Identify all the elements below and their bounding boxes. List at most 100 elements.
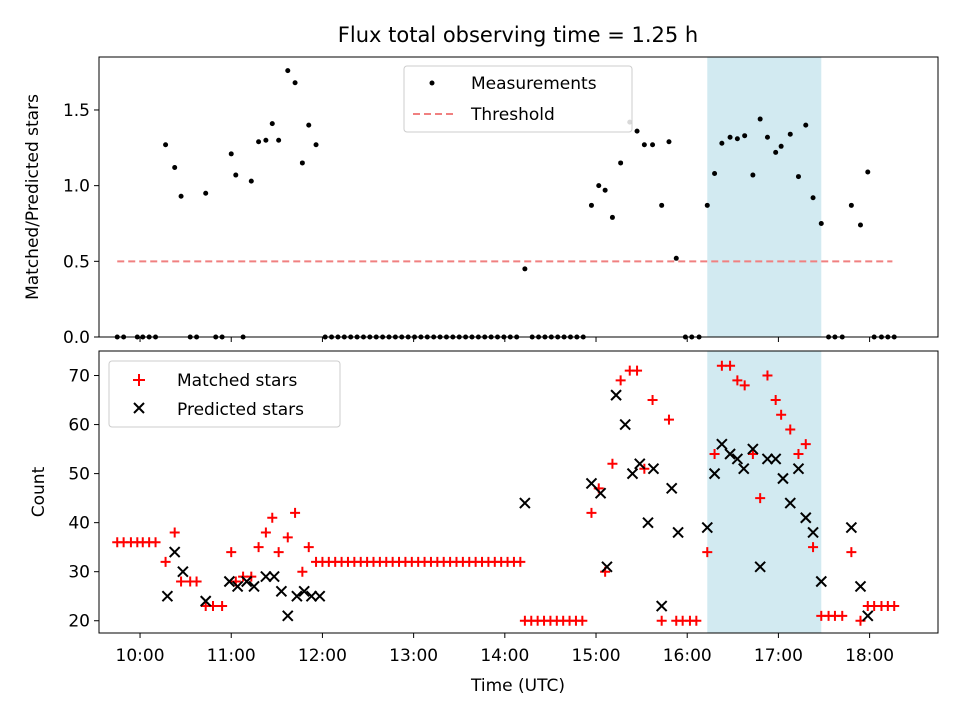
measurement-point [276, 137, 282, 143]
measurement-point [641, 142, 647, 148]
matched-star-point [889, 601, 900, 612]
measurement-point [292, 80, 298, 86]
predicted-star-point [761, 453, 774, 465]
ratio-panel: 0.0 0.5 1.0 1.5 Flux total observing time =… [23, 23, 939, 348]
x-tick-label: 17:00 [754, 646, 803, 666]
matched-star-point [273, 547, 284, 558]
matched-star-point [217, 601, 228, 612]
measurement-point [588, 202, 594, 208]
measurement-point [704, 202, 710, 208]
predicted-star-point [708, 467, 721, 480]
ratio-y-tick-label: 1.0 [63, 177, 90, 197]
count-y-tick-label: 20 [68, 612, 90, 632]
measurement-point [727, 134, 733, 140]
matched-star-point [808, 542, 819, 553]
predicted-star-point [610, 389, 622, 401]
measurement-point [306, 122, 312, 128]
predicted-star-point [619, 418, 631, 431]
predicted-star-point [655, 600, 668, 612]
predicted-star-point [168, 546, 181, 558]
predicted-star-point [275, 585, 288, 598]
measurement-point [719, 140, 725, 146]
measurement-point [263, 137, 269, 143]
matched-star-point [770, 395, 781, 406]
measurement-point [742, 133, 748, 139]
matched-star-point [253, 542, 264, 553]
matched-star-point [290, 507, 301, 518]
matched-star-point [725, 360, 736, 371]
legend-measurements-marker [429, 80, 435, 86]
matched-star-point [747, 448, 758, 459]
predicted-star-point [769, 453, 782, 465]
predicted-star-point [647, 462, 660, 475]
matched-star-point [303, 542, 314, 553]
predicted-star-point [177, 565, 189, 578]
chart-title: Flux total observing time = 1.25 h [338, 23, 698, 47]
x-tick-label: 18:00 [845, 646, 894, 666]
matched-star-point [663, 414, 674, 425]
measurement-point [848, 202, 854, 208]
x-tick-label: 12:00 [298, 646, 347, 666]
measurement-point [163, 142, 169, 148]
measurement-point [178, 193, 184, 199]
predicted-star-point [784, 497, 796, 509]
matched-star-point [160, 556, 171, 567]
predicted-star-point [777, 472, 789, 485]
predicted-star-point [305, 590, 318, 602]
ratio-y-tick-label: 0.5 [63, 252, 90, 272]
ratio-y-axis-label: Matched/Predicted stars [23, 94, 43, 300]
predicted-star-point [231, 580, 244, 593]
predicted-star-point [800, 512, 812, 524]
matched-star-point [226, 547, 237, 558]
measurement-point [285, 68, 291, 74]
predicted-star-point [519, 497, 531, 509]
measurement-point [865, 169, 871, 175]
predicted-star-point [268, 570, 280, 583]
measurement-point [778, 143, 784, 149]
measurement-point [803, 122, 809, 128]
matched-star-point [607, 458, 618, 469]
matched-star-point [702, 547, 713, 558]
measurement-point [609, 214, 615, 220]
ratio-panel-frame [98, 56, 939, 338]
matched-star-point [709, 448, 720, 459]
predicted-star-point [731, 453, 744, 465]
predicted-star-point [672, 526, 684, 539]
count-legend: Matched stars Predicted stars [108, 360, 341, 428]
predicted-star-point [601, 561, 613, 573]
legend-threshold-label: Threshold [470, 105, 555, 125]
measurement-point [673, 255, 679, 261]
matched-star-point [515, 556, 526, 567]
count-legend-box [108, 360, 341, 428]
matched-star-point [732, 375, 743, 386]
predicted-star-point [845, 521, 858, 534]
matched-star-point [846, 547, 857, 558]
measurement-point [618, 160, 624, 166]
predicted-star-point [282, 610, 294, 622]
predicted-star-point [815, 575, 827, 588]
measurement-point [795, 174, 801, 180]
predicted-star-point [626, 467, 639, 480]
measurement-point [818, 220, 824, 226]
predicted-star-point [738, 462, 750, 475]
measurement-point [659, 202, 665, 208]
predicted-star-point [642, 516, 654, 529]
predicted-star-point [199, 595, 212, 607]
matched-star-point [191, 576, 202, 587]
x-tick-label: 15:00 [572, 646, 621, 666]
matched-star-point [586, 507, 597, 518]
predicted-star-point [298, 585, 310, 598]
matched-star-point [176, 576, 187, 587]
count-y-tick-label: 40 [68, 514, 90, 534]
predicted-star-point [291, 590, 303, 602]
measurement-point [596, 183, 602, 189]
predicted-star-point [716, 438, 728, 450]
matched-star-point [169, 527, 180, 538]
measurement-point [269, 121, 275, 127]
predicted-star-point [248, 580, 260, 593]
matched-star-point [647, 395, 658, 406]
measurement-point [734, 136, 740, 142]
predicted-star-point [854, 580, 867, 593]
predicted-star-point [313, 590, 326, 602]
ratio-legend: Measurements Threshold [403, 65, 633, 133]
